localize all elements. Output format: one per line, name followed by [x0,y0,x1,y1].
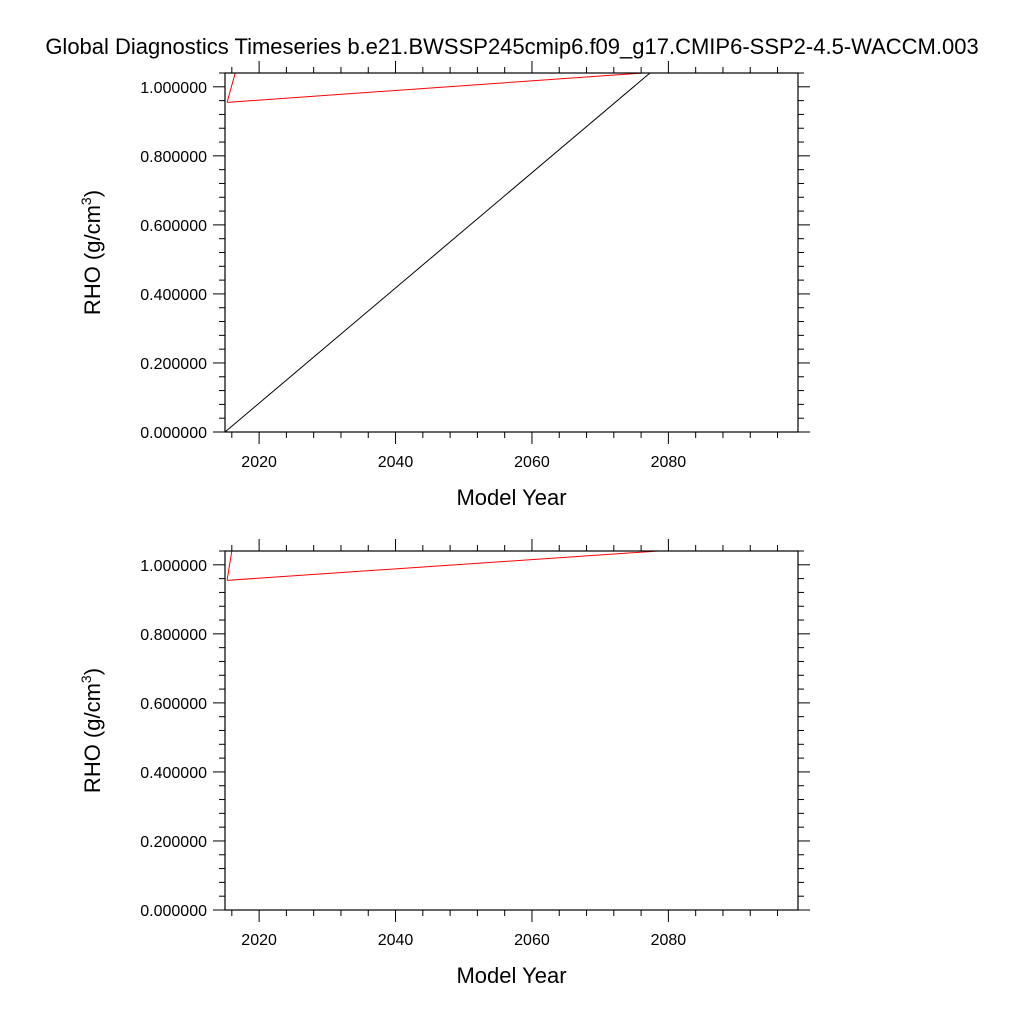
y-tick-label: 0.600000 [140,218,207,235]
y-tick-label: 0.200000 [140,834,207,851]
y-tick-label: 0.000000 [140,903,207,920]
y-tick-label: 0.800000 [140,627,207,644]
plot-frame [224,550,799,911]
y-axis-title-main: RHO (g/cm [80,683,105,793]
series-line-2 [226,72,798,103]
x-tick-label: 2060 [514,454,550,471]
plot-panel-1: 2020 2040 2060 2080 0.000000 0.200000 0.400000… [78,61,810,510]
y-axis-title-superscript: 3 [78,675,94,683]
y-tick-label: 1.000000 [140,80,207,97]
x-tick-label: 2040 [378,454,414,471]
x-axis-title: Model Year [456,963,566,988]
y-axis-title-close: ) [80,190,105,197]
x-tick-label: 2080 [651,932,687,949]
y-axis-title-superscript: 3 [78,197,94,205]
x-tick-label: 2080 [651,454,687,471]
plot-panel-2: 2020 2040 2060 2080 0.000000 0.200000 0.400000… [78,539,810,988]
x-tick-label: 2040 [378,932,414,949]
series-line-1 [224,72,651,433]
y-tick-label: 0.400000 [140,765,207,782]
x-tick-label: 2020 [241,932,277,949]
y-axis-title-main: RHO (g/cm [80,205,105,315]
series-line-1 [226,550,798,581]
y-axis-title: RHO (g/cm3) [78,668,105,793]
y-tick-label: 0.200000 [140,356,207,373]
y-axis-title: RHO (g/cm3) [78,190,105,315]
x-axis-title: Model Year [456,485,566,510]
y-tick-label: 0.000000 [140,425,207,442]
y-tick-label: 1.000000 [140,558,207,575]
y-tick-label: 0.600000 [140,696,207,713]
x-tick-label: 2020 [241,454,277,471]
y-tick-label: 0.400000 [140,287,207,304]
page-title: Global Diagnostics Timeseries b.e21.BWSS… [45,34,979,59]
y-axis-title-close: ) [80,668,105,675]
y-tick-label: 0.800000 [140,149,207,166]
x-tick-label: 2060 [514,932,550,949]
plot-frame [224,72,799,433]
